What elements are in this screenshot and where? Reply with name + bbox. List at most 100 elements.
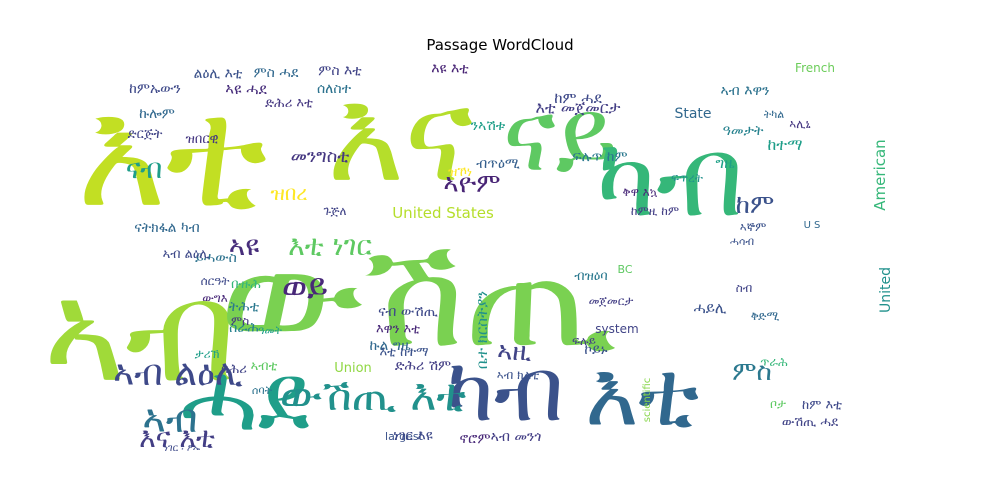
cloud-word-48: ዝኾነ bbox=[448, 165, 472, 180]
cloud-word-10: ውሽጢ እቲ bbox=[280, 370, 467, 421]
cloud-word-56: እዩ እቲ bbox=[431, 61, 469, 77]
cloud-word-63: ኮይኑ bbox=[584, 342, 607, 358]
cloud-word-18: ከም bbox=[736, 190, 775, 220]
cloud-word-73: ታሪኽ bbox=[195, 347, 220, 361]
cloud-word-72: ኣብቲ bbox=[251, 359, 278, 374]
cloud-word-70: እቲ ከተማ bbox=[379, 345, 428, 360]
cloud-word-49: ንኣሽቱ bbox=[471, 118, 506, 134]
cloud-word-99: ኣኞም bbox=[740, 220, 767, 234]
cloud-word-20: ኣዚ bbox=[497, 337, 531, 367]
cloud-word-51: ኖሮም bbox=[459, 431, 490, 447]
cloud-word-47: ቡዙሕ bbox=[231, 277, 261, 292]
cloud-word-37: እቲ መጀመርታ bbox=[535, 98, 620, 117]
cloud-word-88: ዓመት bbox=[258, 324, 282, 337]
cloud-word-79: ኣብ ልዕሊ bbox=[163, 247, 210, 262]
cloud-word-6: ውሽጢ bbox=[220, 207, 617, 381]
cloud-word-17: ኣዩ bbox=[229, 229, 259, 262]
cloud-word-77: ጉጅለ bbox=[324, 204, 347, 218]
cloud-word-69: ድሕሪ ሽም bbox=[395, 358, 451, 374]
cloud-word-32: BC bbox=[617, 263, 632, 276]
cloud-word-24: American bbox=[871, 139, 889, 210]
cloud-word-78: ናትክፋል ካብ bbox=[134, 220, 199, 236]
cloud-word-89: ምስ bbox=[231, 314, 249, 328]
cloud-word-43: ቤተ ክርስትያን bbox=[473, 291, 491, 369]
cloud-word-40: ግዜ bbox=[716, 154, 736, 172]
cloud-word-41: ብጥዕሚ bbox=[476, 156, 520, 172]
cloud-word-68: ኩል ግዜ bbox=[370, 338, 411, 354]
cloud-word-30: scientific bbox=[642, 378, 653, 422]
cloud-word-12: ኣብ bbox=[142, 396, 197, 442]
cloud-word-53: ልዕሊ እቲ bbox=[194, 66, 243, 82]
cloud-word-7: ሓደ bbox=[180, 343, 309, 453]
cloud-word-36: ኣብ እዋን bbox=[720, 83, 769, 99]
cloud-word-90: ሓሳብ bbox=[730, 235, 754, 248]
cloud-word-95: ቅዋ እኳ bbox=[623, 185, 658, 199]
cloud-word-93: ስብ bbox=[736, 281, 753, 295]
cloud-word-67: እዋን እቲ bbox=[376, 322, 420, 337]
cloud-word-46: ትሕቲ bbox=[229, 299, 260, 315]
cloud-word-27: Union bbox=[334, 361, 372, 376]
cloud-word-84: ውሽጢ ሓደ bbox=[782, 415, 838, 430]
cloud-word-31: largest bbox=[385, 430, 424, 443]
cloud-word-82: ኣብ ክልቲ bbox=[497, 368, 540, 382]
cloud-word-98: ኣሊኒ bbox=[789, 117, 811, 131]
cloud-word-94: ነገር ፡ ፆኡ bbox=[164, 443, 201, 454]
cloud-word-86: ቦታ bbox=[770, 397, 786, 411]
cloud-word-22: ዝበረ bbox=[270, 181, 307, 205]
cloud-word-87: ሰባት bbox=[252, 384, 273, 397]
cloud-word-61: ኩሎም bbox=[139, 106, 175, 122]
cloud-word-9: እቲ bbox=[585, 342, 699, 447]
cloud-word-21: ኣዮም bbox=[443, 169, 500, 199]
cloud-word-58: ድሕሪ እቲ bbox=[265, 96, 313, 111]
cloud-word-75: ሰርዓት bbox=[201, 274, 230, 288]
cloud-word-4: ካብ bbox=[596, 113, 743, 241]
cloud-word-35: መንግስቲ bbox=[291, 146, 350, 167]
cloud-word-25: State bbox=[674, 106, 711, 122]
cloud-word-74: ይሓውስ bbox=[195, 250, 237, 266]
cloud-word-65: ፍሉይ bbox=[572, 334, 596, 348]
cloud-word-16: ናብ bbox=[126, 152, 163, 185]
cloud-word-96: ፍጥረት bbox=[671, 171, 703, 185]
cloud-word-66: ናብ ውሽጢ bbox=[378, 304, 439, 320]
cloud-word-55: ምስ እቲ bbox=[318, 63, 362, 79]
cloud-word-15: እቲ ነገር bbox=[288, 229, 372, 262]
cloud-word-28: French bbox=[795, 61, 835, 75]
cloud-word-38: ከም ሓደ bbox=[554, 89, 602, 107]
cloud-word-92: መጀመርታ bbox=[589, 294, 634, 308]
cloud-word-80: ዝበርዊ bbox=[186, 132, 219, 147]
cloud-word-3: ናይ bbox=[503, 77, 618, 194]
cloud-word-8: ካብ bbox=[446, 338, 564, 441]
cloud-word-52: ኣብ መንጎ bbox=[491, 429, 542, 445]
cloud-word-39: ዓመታት bbox=[723, 123, 764, 139]
cloud-word-44: ሓይሊ bbox=[693, 299, 726, 317]
chart-title: Passage WordCloud bbox=[426, 36, 574, 54]
cloud-word-97: ትካል bbox=[764, 108, 784, 121]
cloud-word-14: ወይ bbox=[282, 267, 328, 307]
cloud-word-91: ቅድሚ bbox=[751, 309, 780, 323]
cloud-word-11: ኣብ ልዕሊ bbox=[113, 353, 243, 394]
cloud-word-5: ኣብ bbox=[43, 251, 236, 414]
cloud-word-2: እና bbox=[327, 59, 473, 211]
cloud-word-81: ጥራሕ bbox=[760, 355, 788, 369]
cloud-word-13: እና እቲ bbox=[139, 421, 215, 454]
cloud-word-57: ሰለስተ bbox=[317, 81, 352, 97]
cloud-word-29: system bbox=[595, 322, 638, 336]
cloud-word-83: ከምዚ ከም bbox=[631, 204, 679, 218]
cloud-word-26: United bbox=[878, 267, 894, 313]
cloud-word-85: ከም እቲ bbox=[802, 398, 842, 413]
cloud-word-45: ስራሕ bbox=[229, 320, 259, 336]
cloud-word-71: ባሕሪ bbox=[221, 362, 247, 377]
cloud-word-23: United States bbox=[392, 204, 494, 222]
cloud-word-19: ምስ bbox=[732, 357, 772, 387]
cloud-word-33: U S bbox=[804, 220, 821, 231]
cloud-word-76: ውግእ bbox=[202, 291, 228, 305]
cloud-word-54: ምስ ሓደ bbox=[254, 65, 299, 81]
cloud-word-34: ከተማ bbox=[767, 135, 802, 154]
cloud-word-60: ከምኡውን bbox=[129, 81, 181, 97]
cloud-word-1: እቲ bbox=[77, 67, 267, 241]
cloud-word-50: ነገር እዩ bbox=[393, 428, 432, 444]
cloud-word-42: ፍሉጥ ከም bbox=[572, 149, 627, 165]
cloud-word-62: ድርጅት bbox=[128, 127, 163, 142]
cloud-word-59: ኣዩ ሓደ bbox=[225, 80, 267, 98]
